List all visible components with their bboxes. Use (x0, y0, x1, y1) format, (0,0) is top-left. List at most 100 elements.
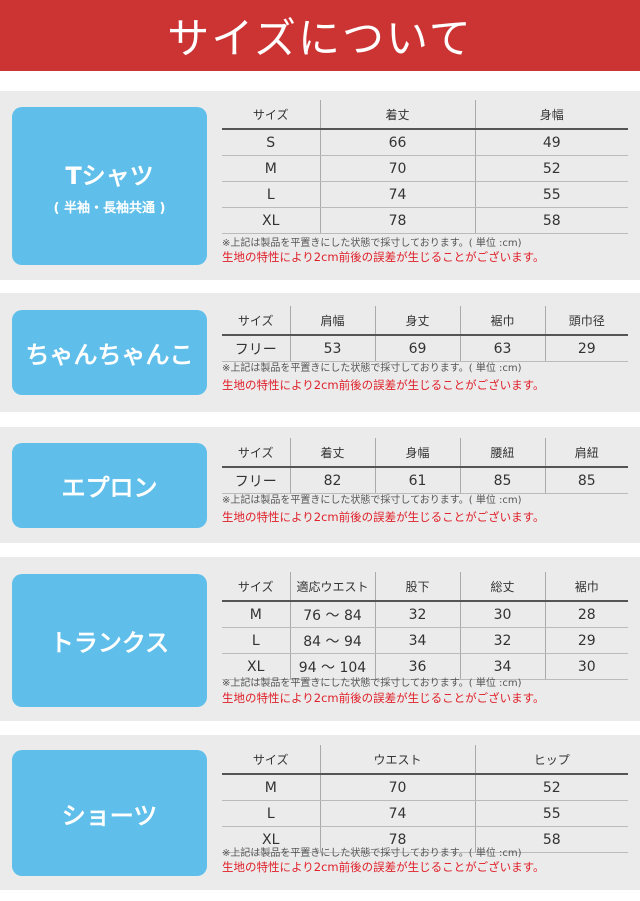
table-cell: XL (222, 826, 320, 853)
table-cell: 28 (544, 601, 628, 628)
measurement-note: ※上記は製品を平置きにした状態で採寸しております。( 単位 :cm) (222, 848, 522, 859)
table-row: フリー 82 61 85 85 (222, 467, 628, 494)
table-cell: L (222, 800, 320, 827)
tolerance-warning: 生地の特性により2cm前後の誤差が生じることがございます。 (222, 691, 545, 705)
product-name: Tシャツ (65, 162, 154, 190)
product-name: ショーツ (61, 801, 158, 830)
table-cell: 30 (544, 653, 628, 680)
size-section: エプロン サイズ 着丈 身幅 腰紐 肩紐 フリー 82 61 85 85 ※上記は製品を平置きにした… (0, 427, 640, 543)
table-header-row: サイズ 肩幅 身丈 裾巾 頭巾径 (222, 306, 628, 336)
column-header: ウエスト (319, 745, 475, 775)
product-label: エプロン (12, 443, 207, 528)
column-header: 着丈 (319, 100, 475, 130)
table-row: XL 78 58 (222, 826, 628, 853)
product-label: トランクス (12, 574, 207, 707)
table-header-row: サイズ ウエスト ヒップ (222, 745, 628, 775)
table-row: M 76 ～ 84 32 30 28 (222, 601, 628, 628)
table-cell: XL (222, 207, 320, 234)
page-title: サイズについて (167, 14, 473, 63)
table-row: M 70 52 (222, 774, 628, 801)
tolerance-warning: 生地の特性により2cm前後の誤差が生じることがございます。 (222, 510, 545, 524)
size-section: Tシャツ ( 半袖・長袖共通 ) サイズ 着丈 身幅 S 66 49 M 70 52 L 74 55 X… (0, 91, 640, 280)
size-table: サイズ 着丈 身幅 S 66 49 M 70 52 L 74 55 XL 78 58 (222, 100, 628, 234)
page-header: サイズについて (0, 0, 640, 71)
column-header: 着丈 (289, 438, 375, 468)
table-cell: 29 (544, 627, 628, 654)
table-row: L 74 55 (222, 181, 628, 208)
column-header: 肩紐 (544, 438, 628, 468)
table-cell: 52 (474, 155, 628, 182)
column-header: サイズ (222, 306, 290, 336)
column-header: 裾巾 (544, 572, 628, 602)
table-cell: フリー (222, 335, 290, 362)
tolerance-warning: 生地の特性により2cm前後の誤差が生じることがございます。 (222, 250, 545, 264)
table-cell: 61 (374, 467, 460, 494)
product-name: トランクス (49, 629, 170, 657)
table-header-row: サイズ 着丈 身幅 腰紐 肩紐 (222, 438, 628, 468)
column-header: サイズ (222, 572, 290, 602)
measurement-note: ※上記は製品を平置きにした状態で採寸しております。( 単位 :cm) (222, 495, 522, 506)
table-cell: 70 (319, 155, 475, 182)
table-cell: M (222, 601, 290, 628)
table-cell: M (222, 155, 320, 182)
table-cell: 66 (319, 129, 475, 156)
measurement-note: ※上記は製品を平置きにした状態で採寸しております。( 単位 :cm) (222, 678, 522, 689)
table-cell: 55 (474, 800, 628, 827)
table-row: XL 78 58 (222, 207, 628, 234)
table-cell: S (222, 129, 320, 156)
product-subtitle: ( 半袖・長袖共通 ) (53, 201, 166, 216)
table-row: S 66 49 (222, 129, 628, 156)
table-cell: 70 (319, 774, 475, 801)
column-header: ヒップ (474, 745, 628, 775)
column-header: 肩幅 (289, 306, 375, 336)
table-row: XL 94 ～ 104 36 34 30 (222, 653, 628, 680)
product-label: Tシャツ ( 半袖・長袖共通 ) (12, 107, 207, 265)
size-section: トランクス サイズ 適応ウエスト 股下 総丈 裾巾 M 76 ～ 84 32 30 28 L 84 ～… (0, 557, 640, 721)
table-cell: 58 (474, 207, 628, 234)
table-row: M 70 52 (222, 155, 628, 182)
table-cell: 85 (544, 467, 628, 494)
table-cell: 84 ～ 94 (289, 627, 375, 654)
table-cell: 34 (459, 653, 545, 680)
column-header: 総丈 (459, 572, 545, 602)
table-cell: XL (222, 653, 290, 680)
table-header-row: サイズ 着丈 身幅 (222, 100, 628, 130)
column-header: 身丈 (374, 306, 460, 336)
table-cell: 69 (374, 335, 460, 362)
table-row: フリー 53 69 63 29 (222, 335, 628, 362)
size-table: サイズ 肩幅 身丈 裾巾 頭巾径 フリー 53 69 63 29 (222, 306, 628, 362)
column-header: 裾巾 (459, 306, 545, 336)
table-row: L 74 55 (222, 800, 628, 827)
table-cell: 29 (544, 335, 628, 362)
size-section: ショーツ サイズ ウエスト ヒップ M 70 52 L 74 55 XL 78 58 ※上記は製品を平置… (0, 735, 640, 890)
table-cell: 74 (319, 181, 475, 208)
table-cell: 85 (459, 467, 545, 494)
table-row: L 84 ～ 94 34 32 29 (222, 627, 628, 654)
table-cell: 32 (374, 601, 460, 628)
tolerance-warning: 生地の特性により2cm前後の誤差が生じることがございます。 (222, 378, 545, 392)
table-cell: 53 (289, 335, 375, 362)
table-cell: 82 (289, 467, 375, 494)
product-label: ショーツ (12, 750, 207, 876)
table-cell: 49 (474, 129, 628, 156)
size-section: ちゃんちゃんこ サイズ 肩幅 身丈 裾巾 頭巾径 フリー 53 69 63 29 ※上記は製品を平置… (0, 293, 640, 412)
column-header: 身幅 (474, 100, 628, 130)
table-cell: 58 (474, 826, 628, 853)
size-table: サイズ 着丈 身幅 腰紐 肩紐 フリー 82 61 85 85 (222, 438, 628, 494)
product-label: ちゃんちゃんこ (12, 310, 207, 395)
table-cell: 76 ～ 84 (289, 601, 375, 628)
column-header: サイズ (222, 100, 320, 130)
size-table: サイズ ウエスト ヒップ M 70 52 L 74 55 XL 78 58 (222, 745, 628, 853)
tolerance-warning: 生地の特性により2cm前後の誤差が生じることがございます。 (222, 860, 545, 874)
table-cell: 36 (374, 653, 460, 680)
table-cell: 32 (459, 627, 545, 654)
table-cell: M (222, 774, 320, 801)
table-cell: 55 (474, 181, 628, 208)
table-cell: フリー (222, 467, 290, 494)
column-header: 頭巾径 (544, 306, 628, 336)
table-cell: 34 (374, 627, 460, 654)
table-cell: 78 (319, 826, 475, 853)
column-header: 股下 (374, 572, 460, 602)
table-cell: 94 ～ 104 (289, 653, 375, 680)
table-cell: 74 (319, 800, 475, 827)
